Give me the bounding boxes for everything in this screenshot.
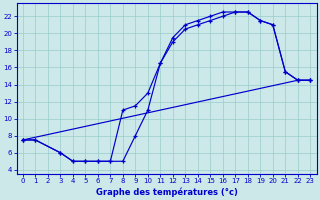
X-axis label: Graphe des températures (°c): Graphe des températures (°c) xyxy=(96,187,237,197)
